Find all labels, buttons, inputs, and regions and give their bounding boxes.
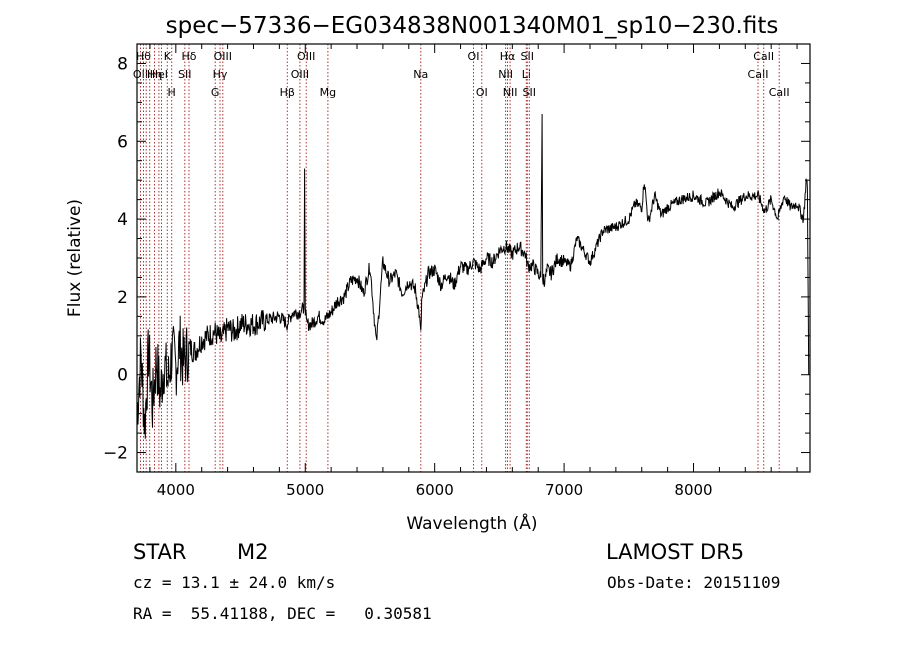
y-tick-label: 4 bbox=[117, 210, 128, 230]
line-marker-label: Mg bbox=[320, 86, 336, 99]
line-marker-label: OIII bbox=[297, 50, 315, 63]
x-tick-label: 5000 bbox=[286, 481, 324, 499]
line-marker-label: CaII bbox=[748, 68, 769, 81]
y-tick-label: 2 bbox=[117, 288, 128, 308]
line-marker-label: Na bbox=[413, 68, 428, 81]
sky-coordinates: RA = 55.41188, DEC = 0.30581 bbox=[133, 604, 432, 623]
line-marker-label: NII bbox=[503, 86, 518, 99]
line-marker-label: SII bbox=[523, 86, 536, 99]
spectrum-series bbox=[136, 113, 810, 439]
chart-title: spec−57336−EG034838N001340M01_sp10−230.f… bbox=[166, 13, 779, 39]
line-marker-label: CaII bbox=[769, 86, 790, 99]
spectrum-line bbox=[136, 113, 810, 439]
line-marker-label: NII bbox=[498, 68, 513, 81]
redshift-velocity: cz = 13.1 ± 24.0 km/s bbox=[133, 573, 336, 592]
line-marker-label: OIII bbox=[214, 50, 232, 63]
x-tick-label: 6000 bbox=[416, 481, 454, 499]
y-axis-label: Flux (relative) bbox=[65, 199, 85, 317]
line-marker-label: Hβ bbox=[280, 86, 295, 99]
line-marker-label: Hα bbox=[500, 50, 516, 63]
axes: 4000 5000 6000 7000 8000 −2 0 2 4 6 8 bbox=[103, 43, 810, 499]
line-marker-label: H bbox=[168, 86, 176, 99]
line-markers: OIIHθHηHeIKHSIIHδGHγOIIIHβOIIIOIIIMgNaOI… bbox=[133, 44, 790, 472]
y-tick-label: −2 bbox=[103, 444, 128, 464]
x-tick-label: 8000 bbox=[674, 481, 712, 499]
line-marker-label: Hη bbox=[147, 68, 162, 81]
line-marker-label: Hγ bbox=[213, 68, 228, 81]
object-subclass: M2 bbox=[237, 540, 269, 564]
line-marker-label: HeI bbox=[150, 68, 168, 81]
survey-name: LAMOST DR5 bbox=[606, 540, 745, 564]
line-marker-label: Hθ bbox=[136, 50, 151, 63]
line-marker-label: OIII bbox=[291, 68, 309, 81]
line-marker-label: OI bbox=[476, 86, 488, 99]
line-marker-label: SII bbox=[521, 50, 534, 63]
x-tick-label: 7000 bbox=[545, 481, 583, 499]
y-tick-label: 0 bbox=[117, 366, 128, 386]
x-axis-label: Wavelength (Å) bbox=[406, 512, 537, 534]
object-type: STAR bbox=[133, 540, 187, 564]
x-tick-label: 4000 bbox=[157, 481, 195, 499]
line-marker-label: Li bbox=[522, 68, 531, 81]
observation-date: Obs-Date: 20151109 bbox=[607, 573, 781, 592]
line-marker-label: SII bbox=[178, 68, 191, 81]
line-marker-label: K bbox=[164, 50, 172, 63]
line-marker-label: G bbox=[211, 86, 220, 99]
line-marker-label: CaII bbox=[753, 50, 774, 63]
y-tick-label: 8 bbox=[117, 54, 128, 74]
line-marker-label: OI bbox=[468, 50, 480, 63]
y-tick-label: 6 bbox=[117, 132, 128, 152]
line-marker-label: Hδ bbox=[181, 50, 196, 63]
